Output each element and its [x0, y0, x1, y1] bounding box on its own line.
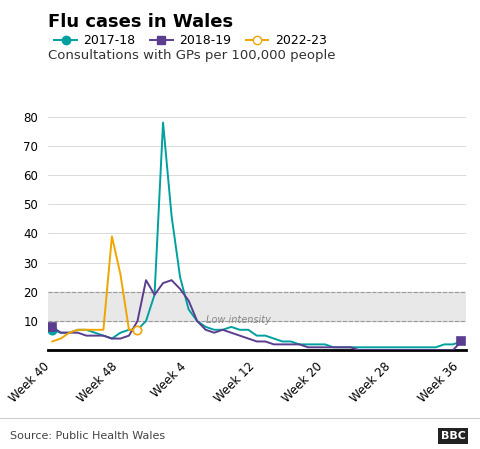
Text: BBC: BBC: [441, 431, 466, 441]
Legend: 2017-18, 2018-19, 2022-23: 2017-18, 2018-19, 2022-23: [54, 34, 326, 47]
Text: Flu cases in Wales: Flu cases in Wales: [48, 13, 233, 31]
Bar: [48, 292, 466, 321]
Text: Consultations with GPs per 100,000 people: Consultations with GPs per 100,000 peopl…: [48, 49, 336, 62]
Text: Source: Public Health Wales: Source: Public Health Wales: [10, 431, 165, 441]
Text: Low intensity: Low intensity: [205, 315, 271, 325]
